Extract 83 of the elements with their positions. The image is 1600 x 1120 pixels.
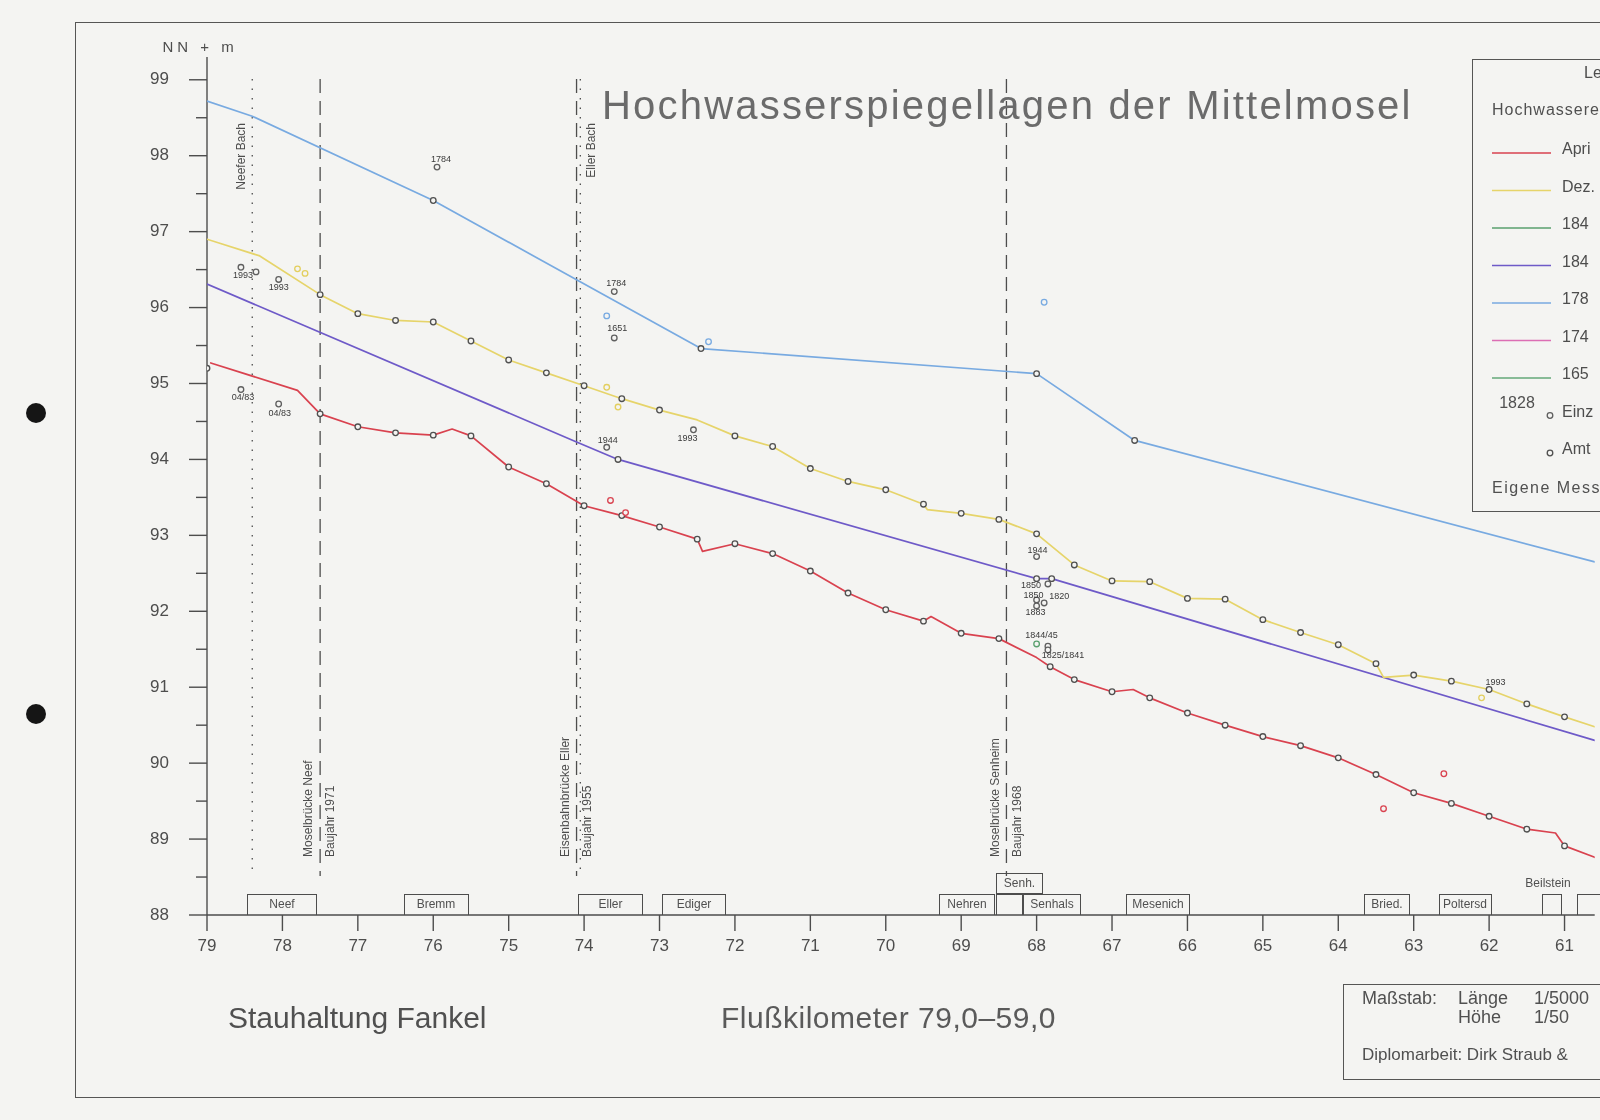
legend-label: 184 xyxy=(1562,252,1589,270)
x-tick-label: 78 xyxy=(272,935,292,955)
annotation: Bremm xyxy=(416,897,456,912)
x-tick-label: 73 xyxy=(650,935,669,955)
annotation: Mesenich xyxy=(1132,897,1184,912)
annotation: Bried. xyxy=(1371,897,1403,912)
legend-label: Einz xyxy=(1562,402,1594,420)
legend-label: 165 xyxy=(1562,365,1589,383)
x-tick-label: 76 xyxy=(423,935,443,955)
annotation: 1844/45 xyxy=(1025,630,1058,641)
text: Stauhaltung Fankel xyxy=(228,1001,487,1034)
x-tick-label: 77 xyxy=(348,935,368,955)
x-tick-label: 75 xyxy=(499,935,519,955)
x-tick-label: 61 xyxy=(1555,935,1574,955)
x-tick-label: 67 xyxy=(1102,935,1122,955)
x-tick-label: 63 xyxy=(1404,935,1424,955)
annotation: Eigene Mess xyxy=(1492,479,1600,497)
ref-line-label: Moselbrücke Senheim Baujahr 1968 xyxy=(987,738,1024,857)
annotation: 1993 xyxy=(677,433,698,444)
y-tick-label: 99 xyxy=(150,69,169,89)
annotation: 04/83 xyxy=(268,408,291,419)
text: 1/50 xyxy=(1534,1006,1570,1027)
y-tick-label: 92 xyxy=(150,600,169,620)
x-tick-label: 66 xyxy=(1177,935,1197,955)
annotation: 1825/1841 xyxy=(1041,650,1085,661)
y-tick-label: 97 xyxy=(150,221,169,241)
x-tick-label: 79 xyxy=(197,935,217,955)
x-tick-label: 71 xyxy=(800,935,820,955)
annotation: 04/83 xyxy=(231,392,255,403)
x-tick-label: 74 xyxy=(574,935,594,955)
x-tick-label: 69 xyxy=(951,935,971,955)
legend-label: 184 xyxy=(1562,215,1589,233)
annotation: 1993 xyxy=(268,281,289,292)
text: Länge xyxy=(1458,987,1509,1008)
annotation: 1784 xyxy=(606,278,627,289)
y-tick-label: 93 xyxy=(150,525,169,545)
legend-label: Dez. xyxy=(1562,177,1595,195)
annotation: Beilstein xyxy=(1525,876,1571,891)
annotation: 1850 xyxy=(1020,580,1041,591)
x-tick-label: 70 xyxy=(876,935,896,955)
legend-label: Amt xyxy=(1562,440,1591,458)
legend-label: 178 xyxy=(1562,290,1589,308)
annotation: Senh. xyxy=(1003,876,1036,891)
annotation: 1651 xyxy=(607,323,628,334)
x-axis-title: Flußkilometer 79,0–59,0 xyxy=(721,1001,1056,1034)
y-tick-label: 91 xyxy=(150,676,169,696)
legend-label: 174 xyxy=(1562,327,1589,345)
x-tick-label: 62 xyxy=(1479,935,1499,955)
x-tick-label: 72 xyxy=(725,935,745,955)
y-tick-label: 95 xyxy=(150,373,169,393)
y-tick-label: 90 xyxy=(150,752,169,772)
annotation: 1944 xyxy=(597,434,618,445)
annotation: 1883 xyxy=(1025,607,1046,618)
annotation: 1828 xyxy=(1499,394,1535,412)
text: Maßstab: xyxy=(1362,987,1438,1008)
ref-line-label: Neefer Bach xyxy=(233,123,248,190)
y-tick-label: 89 xyxy=(150,828,169,848)
y-tick-label: 94 xyxy=(150,449,169,469)
annotation: 1820 xyxy=(1049,591,1070,602)
annotation: 1993 xyxy=(232,269,253,280)
ref-line-label: Eller Bach xyxy=(583,123,598,178)
ref-line-label: Moselbrücke Neef Baujahr 1971 xyxy=(301,759,338,857)
x-tick-label: 65 xyxy=(1253,935,1273,955)
x-tick-label: 64 xyxy=(1328,935,1348,955)
text: Diplomarbeit: Dirk Straub & xyxy=(1362,1044,1569,1064)
annotation: Ediger xyxy=(676,897,712,912)
annotation: Neef xyxy=(269,897,296,912)
y-tick-label: 96 xyxy=(150,297,169,317)
annotation: Nehren xyxy=(947,897,987,912)
text: 1/5000 xyxy=(1534,987,1590,1008)
annotation: 1993 xyxy=(1485,677,1506,688)
y-tick-label: 88 xyxy=(150,904,169,924)
annotation: 1784 xyxy=(431,153,452,164)
x-tick-label: 68 xyxy=(1027,935,1047,955)
y-tick-label: 98 xyxy=(150,145,169,165)
ref-line-label: Eisenbahnbrücke Eller Baujahr 1955 xyxy=(557,736,594,857)
y-axis-title: NN + m xyxy=(162,38,238,56)
annotation: Hochwassere xyxy=(1492,101,1600,119)
annotation: 1944 xyxy=(1027,545,1048,556)
annotation: Senhals xyxy=(1030,897,1074,912)
legend-label: Apri xyxy=(1562,140,1591,158)
annotation: Eller xyxy=(598,897,623,912)
text: Hochwasserspiegellagen der Mittelmosel xyxy=(602,83,1413,127)
